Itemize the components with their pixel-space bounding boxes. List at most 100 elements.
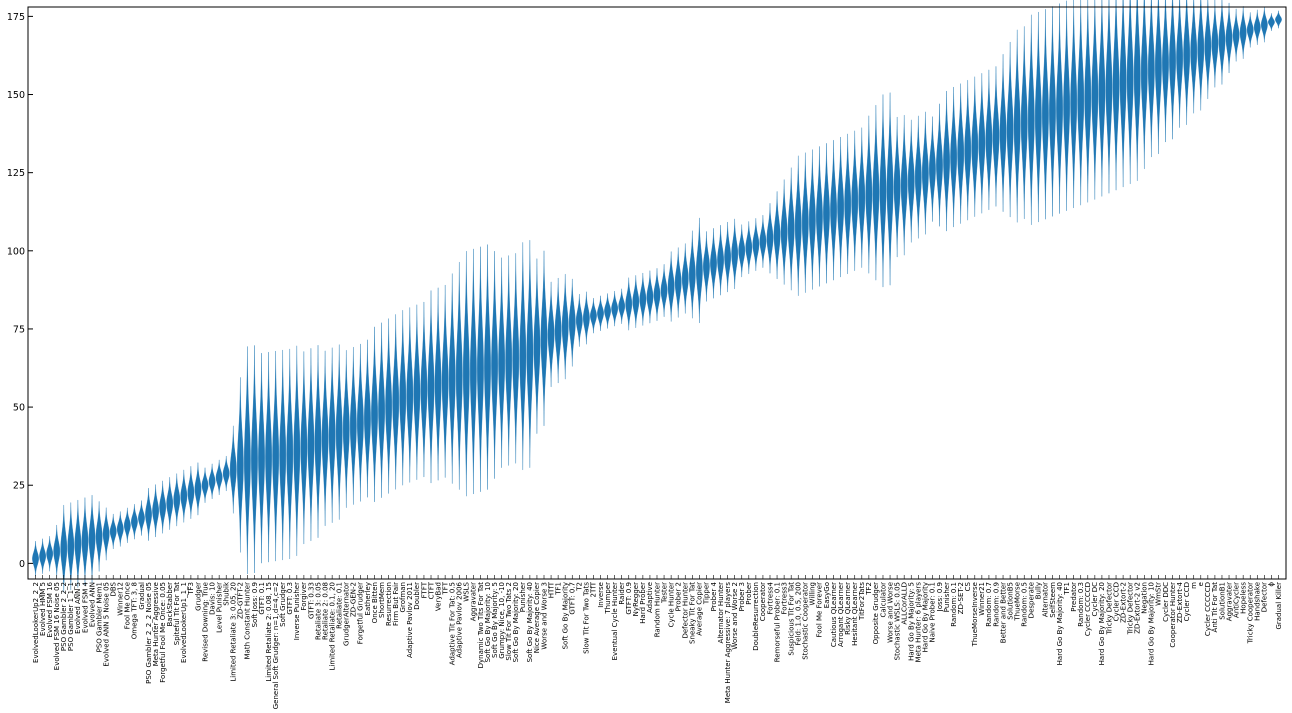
x-tick-label: CS <box>964 581 972 591</box>
violin-82 <box>611 290 618 327</box>
x-tick-label: Soft Joss: 0.9 <box>251 582 259 627</box>
violin-144 <box>1049 6 1056 217</box>
violin-26 <box>215 459 223 496</box>
x-tick-label: PSO Gambler Mem1 <box>95 582 103 652</box>
violin-35 <box>279 349 287 561</box>
y-tick-label: 100 <box>7 246 25 257</box>
violin-113 <box>830 140 837 281</box>
violin-118 <box>865 115 873 274</box>
x-tick-label: Alternator Hunter <box>717 582 725 644</box>
x-tick-label: Opposite Grudger <box>872 582 880 644</box>
violin-66 <box>498 257 505 468</box>
violin-98 <box>724 221 731 293</box>
x-tick-label: 2TfT <box>590 581 598 597</box>
violin-125 <box>914 115 922 239</box>
violin-176 <box>1275 10 1282 29</box>
violin-72 <box>540 250 548 426</box>
x-tick-label: TitFor2Tats <box>858 582 866 621</box>
violin-147 <box>1070 0 1077 209</box>
violin-172 <box>1246 12 1254 48</box>
x-tick-label: Cooperator Hunter <box>1169 582 1177 648</box>
x-axis: EvolvedLookerUp2_2_2 Evolved HMM 5 Evolved… <box>32 575 1283 709</box>
violin-87 <box>646 270 654 324</box>
x-tick-label: DoubleResurrection <box>752 582 760 651</box>
violin-158 <box>1148 0 1155 158</box>
x-tick-label: Hard Go By Majority <box>922 582 930 652</box>
violin-122 <box>893 116 901 258</box>
y-tick-label: 50 <box>13 403 25 414</box>
x-tick-label: Prober <box>745 582 753 605</box>
x-tick-label: Fortress4 <box>766 581 774 614</box>
x-tick-label: TF1 <box>1063 582 1071 596</box>
x-tick-label: Raider <box>618 582 626 605</box>
x-tick-label: GTFT: 0.3 <box>286 582 294 615</box>
x-tick-label: Resurrection <box>385 582 393 626</box>
x-tick-label: Gradual Killer <box>1275 582 1283 630</box>
violin-86 <box>639 272 647 326</box>
x-tick-label: Eatherley <box>364 582 372 615</box>
x-tick-label: Feld: 1.0, 0.5, 200 <box>795 582 803 645</box>
violin-117 <box>858 127 866 268</box>
violin-149 <box>1084 0 1092 203</box>
violin-173 <box>1253 9 1261 45</box>
violin-142 <box>1035 11 1042 223</box>
violin-130 <box>950 86 957 228</box>
x-tick-label: Evolved FSM 4 <box>81 581 89 633</box>
x-tick-label: Prober 3 <box>738 582 746 611</box>
violin-92 <box>681 243 689 314</box>
x-tick-label: Limited Retaliate 2: 0.08, 15 <box>265 582 273 682</box>
violin-14 <box>131 504 138 540</box>
x-tick-label: BackStabber <box>166 582 174 627</box>
x-tick-label: Evolved HMM 5 <box>39 582 47 636</box>
x-tick-label: Fortress3 <box>780 582 788 614</box>
x-tick-label: Hesitant QLearner <box>851 582 859 646</box>
x-tick-label: Inverse <box>597 582 605 608</box>
violin-60 <box>455 261 463 490</box>
violin-164 <box>1190 0 1198 114</box>
violin-71 <box>533 258 541 434</box>
violin-43 <box>335 344 343 520</box>
x-tick-label: Forgetful Grudger <box>357 582 365 644</box>
violin-110 <box>809 149 816 290</box>
violin-58 <box>441 284 449 478</box>
x-tick-label: Defector Hunter <box>682 582 690 639</box>
violin-162 <box>1176 0 1183 128</box>
violin-134 <box>978 73 986 214</box>
x-tick-label: Meta Hunter Aggressive <box>152 582 160 666</box>
x-tick-label: Davis: 10 <box>208 582 216 615</box>
x-tick-label: Cycler DDC <box>1162 582 1170 622</box>
violin-63 <box>477 246 484 492</box>
violin-161 <box>1169 0 1176 140</box>
x-tick-label: Tricky Cooperator <box>1247 582 1255 644</box>
x-tick-label: PSO Gambler 2_2_2 <box>60 582 68 651</box>
x-tick-label: Random: 0.5 <box>1021 582 1029 627</box>
x-tick-label: Revised Downing: True <box>201 582 209 662</box>
x-tick-label: Cycler CCD <box>1112 582 1120 621</box>
x-tick-label: Evolved FSM 16 Noise 05 <box>53 582 61 670</box>
violin-146 <box>1063 0 1070 211</box>
violin-51 <box>392 314 400 490</box>
x-tick-label: e <box>1197 582 1205 586</box>
x-tick-label: Adaptive Pavlov 2011 <box>406 582 414 658</box>
x-tick-label: Cycler CCCCCD <box>1204 582 1212 636</box>
violin-135 <box>985 69 993 211</box>
x-tick-label: GTFT: 0.7 <box>569 582 577 615</box>
x-tick-label: Cooperator <box>759 582 767 621</box>
violin-89 <box>660 264 668 317</box>
x-tick-label: Bully <box>1035 582 1043 599</box>
y-tick-label: 175 <box>7 12 25 23</box>
violin-166 <box>1204 0 1212 100</box>
violin-38 <box>300 351 308 545</box>
violin-27 <box>222 455 230 492</box>
y-tick-label: 25 <box>13 481 25 492</box>
violin-23 <box>194 462 202 516</box>
x-tick-label: ZD-SET-2 <box>957 582 965 614</box>
violin-54 <box>413 304 421 480</box>
violin-50 <box>385 318 392 494</box>
x-tick-label: Aggravater <box>470 582 478 621</box>
x-tick-label: Soft Go By Majority: 10 <box>484 582 492 662</box>
x-tick-label: EasyGo <box>823 582 831 608</box>
x-tick-label: Math Constant Hunter <box>244 582 252 660</box>
x-tick-label: Retaliate: 0.1 <box>336 582 344 629</box>
x-tick-label: Retaliate 2: 0.08 <box>321 582 329 640</box>
